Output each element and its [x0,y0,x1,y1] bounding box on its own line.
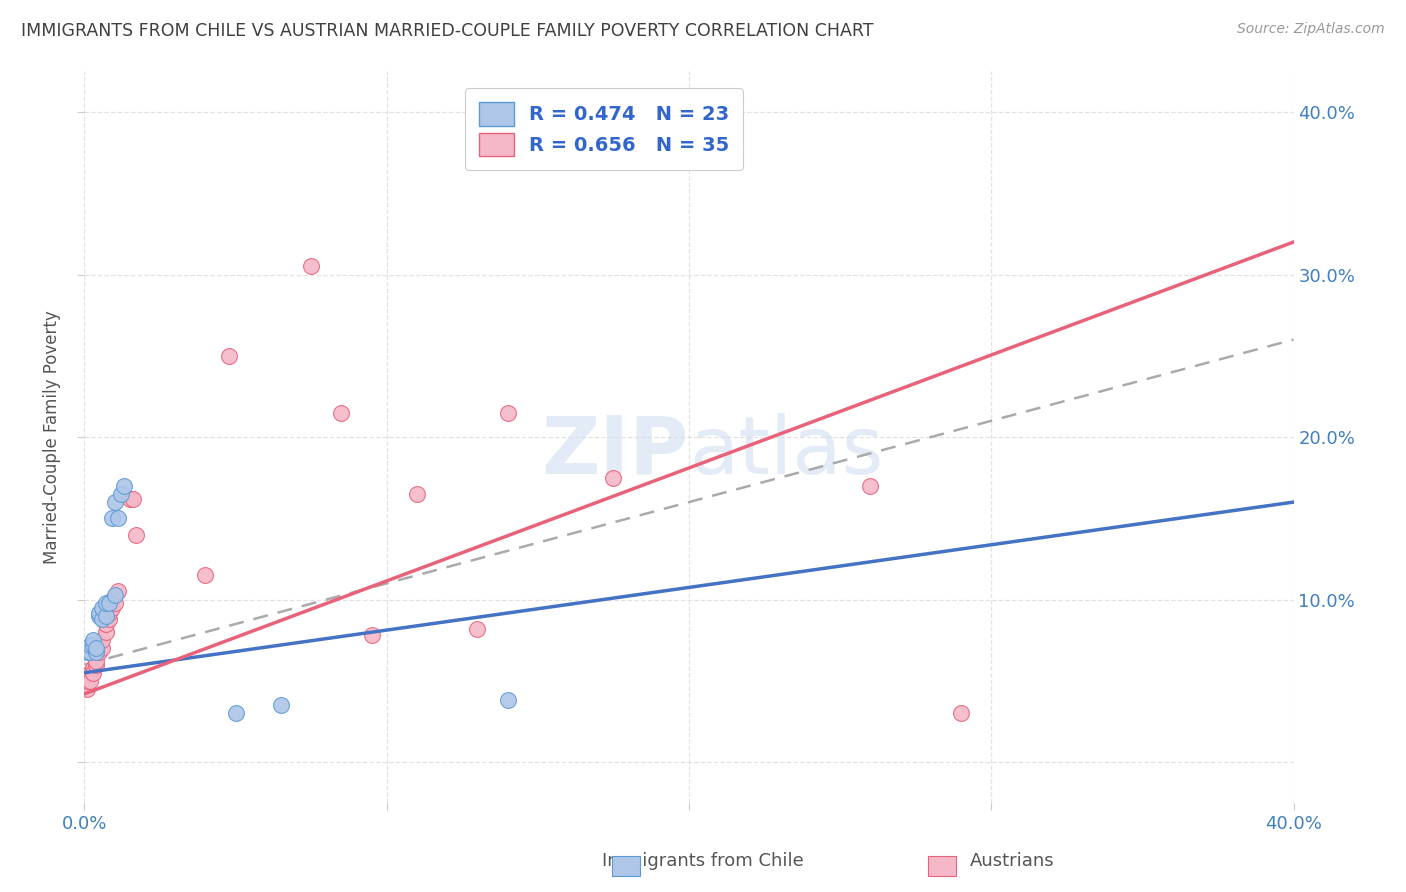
Point [76,645,98,659]
Point [94,608,117,623]
Point [82,633,104,648]
Point [107,511,129,525]
Point [86,654,108,668]
Point [107,584,129,599]
Point [86,645,108,659]
Point [194,568,217,582]
Point [602,471,624,485]
Point [118,491,141,506]
Point [709,137,731,152]
Text: Austrians: Austrians [970,852,1054,870]
Point [100,511,122,525]
Point [299,260,322,274]
Point [330,406,353,420]
Point [97,606,120,620]
Point [82,665,104,680]
Point [76,673,98,688]
Point [104,495,127,509]
Point [89,606,111,620]
Point [91,633,114,648]
Point [121,491,143,506]
Point [496,406,519,420]
Point [89,638,111,652]
Point [82,661,104,675]
Point [91,600,114,615]
Point [79,673,101,688]
Point [104,596,127,610]
Point [89,608,111,623]
Text: Immigrants from Chile: Immigrants from Chile [602,852,804,870]
Point [110,487,132,501]
Point [76,681,98,696]
Point [97,612,120,626]
Point [100,592,122,607]
Point [94,596,117,610]
Y-axis label: Married-Couple Family Poverty: Married-Couple Family Poverty [44,310,62,564]
Point [406,487,429,501]
Point [104,588,127,602]
Legend: R = 0.474   N = 23, R = 0.656   N = 35: R = 0.474 N = 23, R = 0.656 N = 35 [465,88,744,169]
Point [94,625,117,640]
Point [112,479,135,493]
Text: IMMIGRANTS FROM CHILE VS AUSTRIAN MARRIED-COUPLE FAMILY POVERTY CORRELATION CHAR: IMMIGRANTS FROM CHILE VS AUSTRIAN MARRIE… [21,22,873,40]
Point [86,657,108,672]
Point [950,706,973,721]
Point [79,665,101,680]
Point [496,693,519,707]
Point [82,638,104,652]
Point [360,628,382,642]
Point [91,612,114,626]
Point [91,641,114,656]
Point [467,622,489,636]
Point [125,527,148,541]
Point [79,638,101,652]
Text: Source: ZipAtlas.com: Source: ZipAtlas.com [1237,22,1385,37]
Point [218,349,240,363]
Point [79,645,101,659]
Point [225,706,247,721]
Point [86,641,108,656]
Point [859,479,882,493]
Text: atlas: atlas [689,413,883,491]
Point [270,698,292,713]
Point [89,645,111,659]
Point [94,617,117,632]
Point [100,600,122,615]
Point [97,596,120,610]
Text: ZIP: ZIP [541,413,689,491]
